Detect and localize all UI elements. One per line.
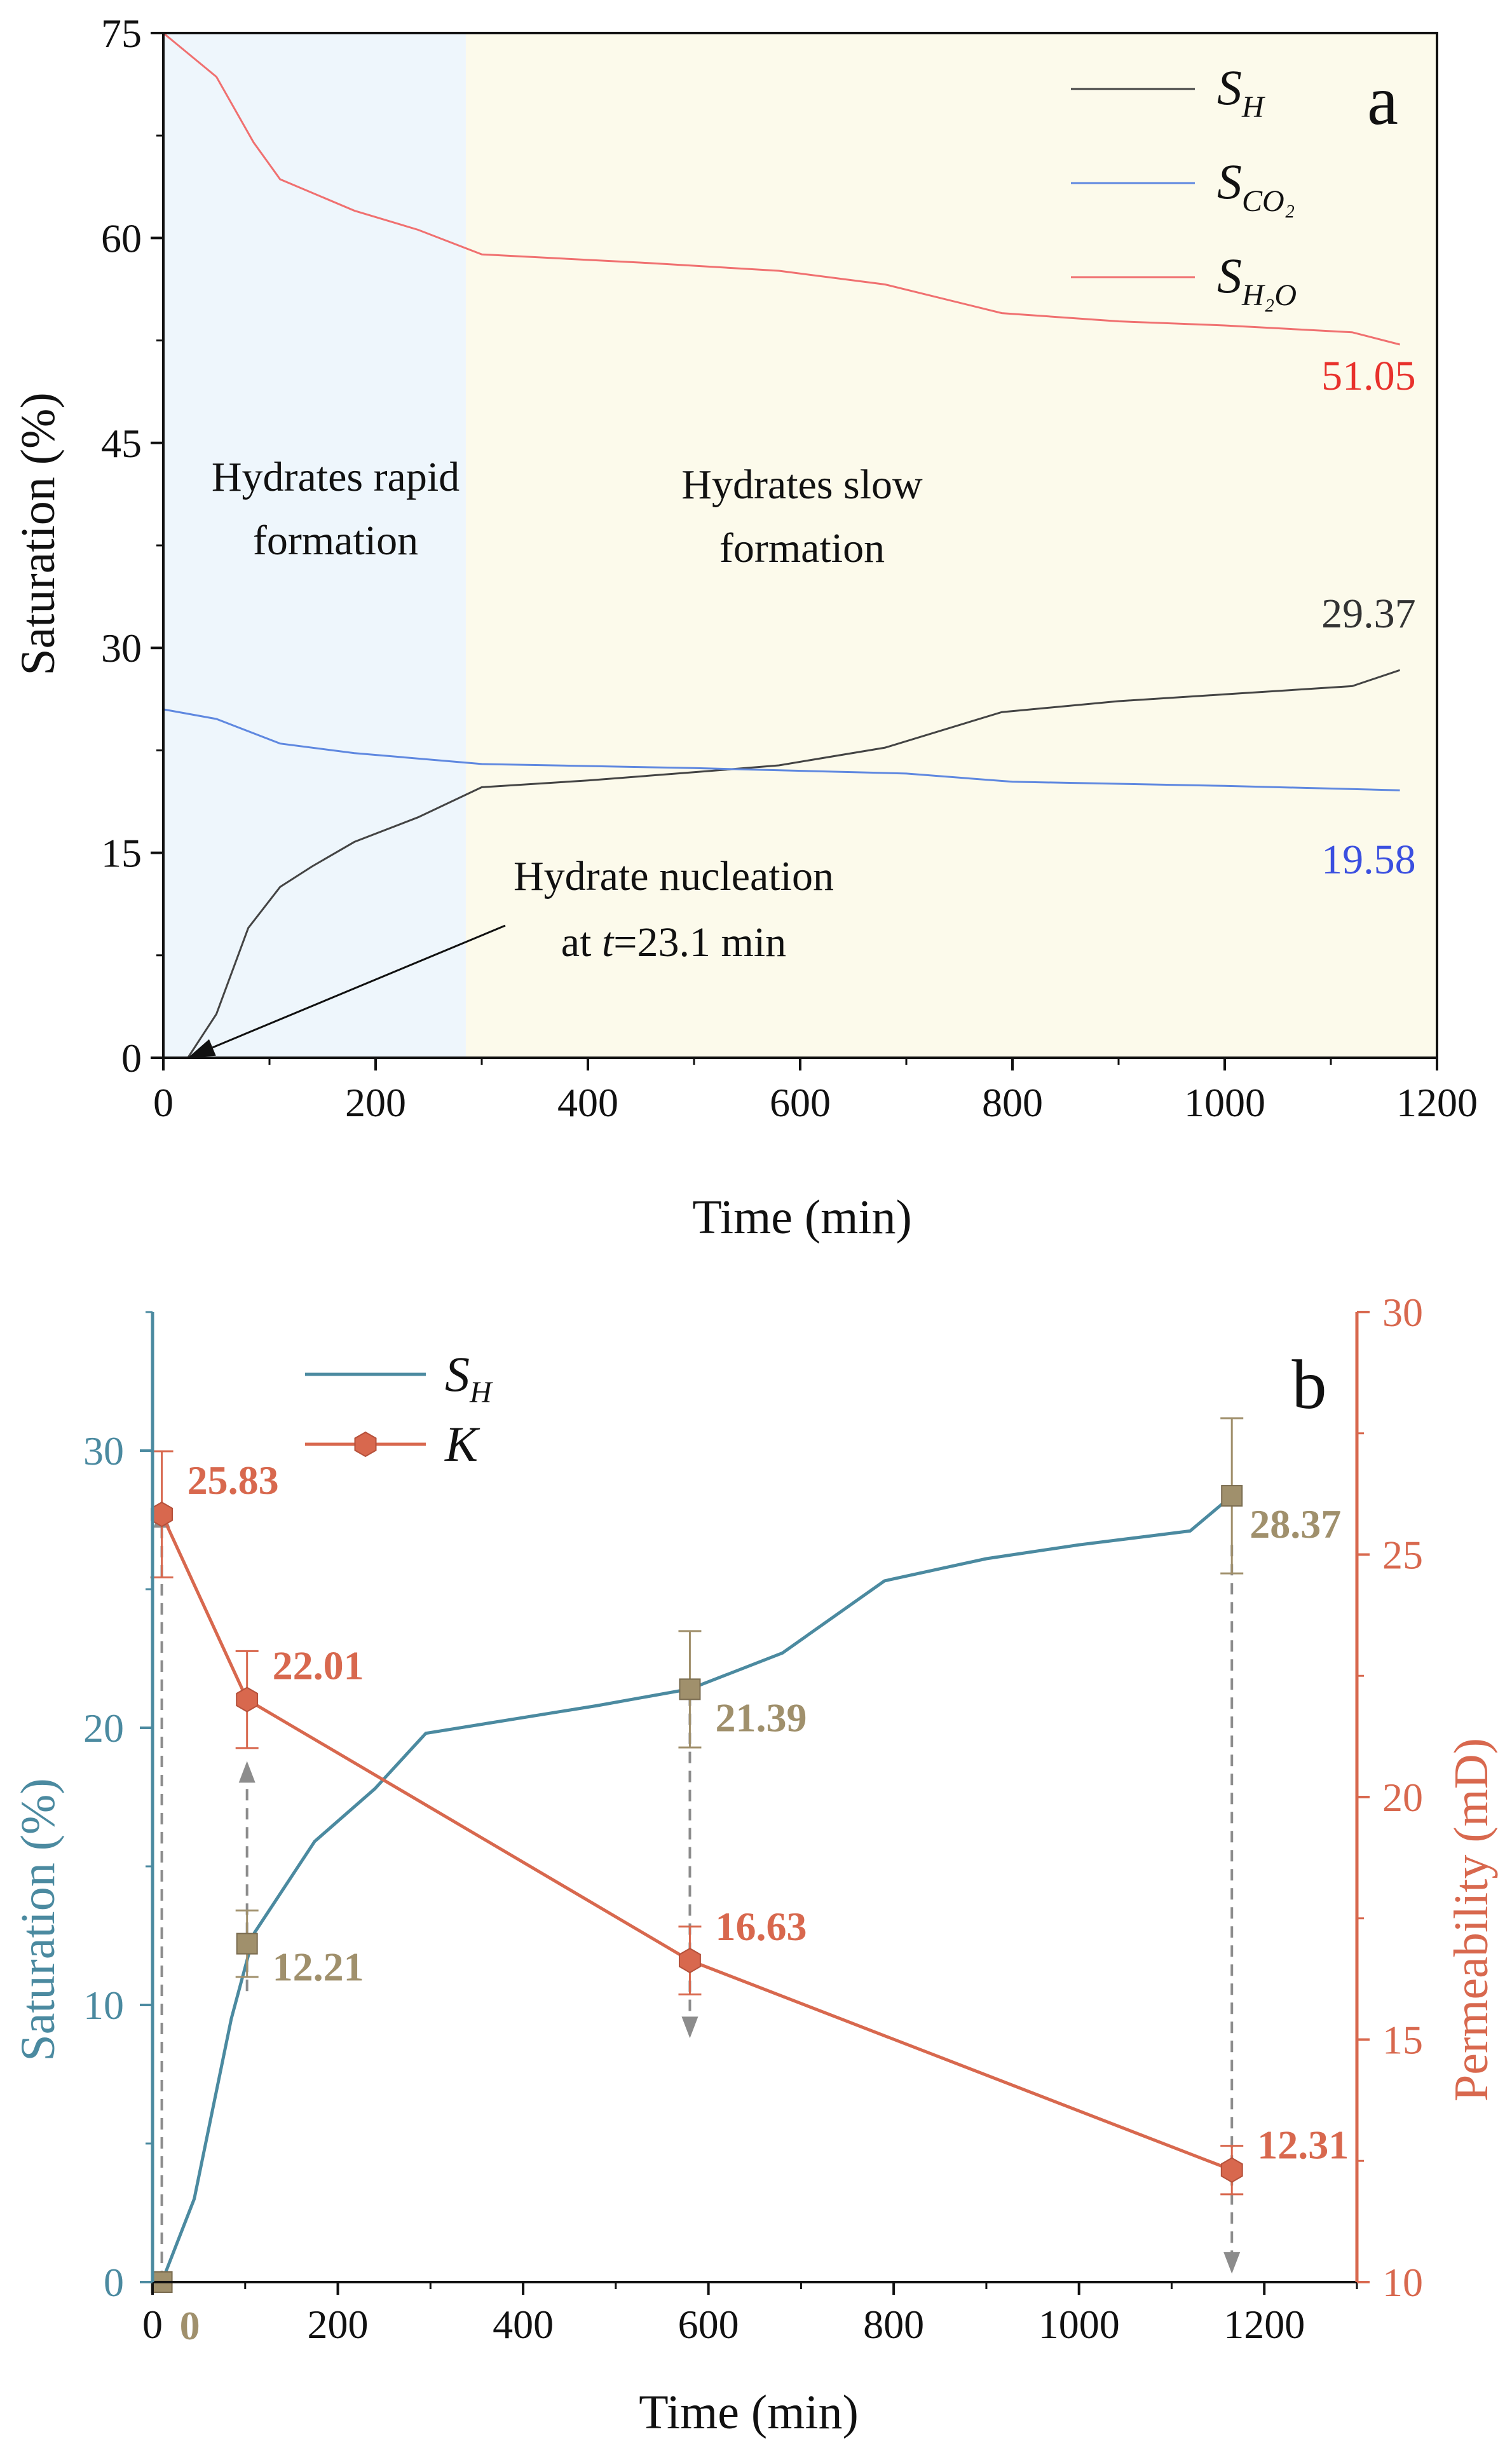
- panel-b: 0 12.21 21.39 28.37 25.83 22.01 16.63 12.31 SH K…: [11, 1290, 1498, 2439]
- sh-value-label-0: 0: [180, 2303, 200, 2348]
- x-tick-label: 200: [308, 2302, 369, 2347]
- legend-marker-1: [354, 1431, 377, 1458]
- series-s-h: [160, 1494, 1233, 2283]
- k-value-label-1: 22.01: [273, 1643, 364, 1688]
- y-tick-label: 75: [101, 11, 142, 56]
- legend-text-1: K: [444, 1416, 480, 1472]
- panel-a: Hydrate nucleation at t=23.1 min Hydrate…: [11, 11, 1478, 1244]
- slow-formation-label-2: formation: [719, 525, 885, 571]
- x-tick-label: 400: [557, 1080, 618, 1125]
- sh-marker-1: [236, 1932, 258, 1955]
- x-tick-label: 200: [345, 1080, 406, 1125]
- markers: [151, 1485, 1243, 2293]
- y-tick-label: 0: [121, 1036, 142, 1081]
- dashed-arrow-head-2: [681, 2016, 698, 2039]
- region-1: [465, 33, 1438, 1058]
- x-tick-label: 1000: [1039, 2302, 1120, 2347]
- end-label-1: 29.37: [1321, 591, 1416, 637]
- k-marker-2: [679, 1947, 701, 1974]
- x-tick-label: 800: [982, 1080, 1043, 1125]
- series-s-h2o: [163, 32, 1400, 346]
- series-s-co2: [163, 708, 1400, 791]
- k-value-label-0: 25.83: [187, 1458, 279, 1503]
- x-tick-label: 1000: [1184, 1080, 1265, 1125]
- x-tick-label: 400: [493, 2302, 554, 2347]
- y-tick-label-right: 30: [1382, 1290, 1423, 1335]
- nucleation-label-line2: at t=23.1 min: [561, 919, 786, 966]
- legend-text-0: SH: [445, 1346, 493, 1409]
- sh-marker-3: [1221, 1485, 1243, 1507]
- y-tick-label: 15: [101, 831, 142, 876]
- series-k: [160, 1514, 1233, 2172]
- sh-value-label-1: 12.21: [273, 1945, 364, 1990]
- dashed-arrows: [153, 1506, 1241, 2282]
- panel-label-a: a: [1367, 62, 1398, 139]
- x-tick-label: 600: [770, 1080, 831, 1125]
- k-value-label-2: 16.63: [715, 1904, 807, 1949]
- y-tick-label-right: 15: [1382, 2018, 1423, 2063]
- x-tick-label: 800: [863, 2302, 924, 2347]
- y-tick-label: 45: [101, 421, 142, 466]
- point-labels: 0 12.21 21.39 28.37 25.83 22.01 16.63 12.31: [180, 1458, 1349, 2348]
- slow-formation-label-1: Hydrates slow: [681, 462, 923, 508]
- series-s-h: [187, 669, 1401, 1058]
- nucleation-arrow-line: [212, 924, 506, 1049]
- k-marker-1: [236, 1686, 259, 1713]
- x-tick-label: 0: [142, 2302, 163, 2347]
- y-tick-label-left: 0: [104, 2260, 124, 2305]
- nucleation-label-line1: Hydrate nucleation: [514, 853, 834, 899]
- y-tick-label-left: 20: [83, 1706, 124, 1751]
- region-0: [163, 33, 466, 1058]
- dashed-arrow-head-1: [238, 1761, 255, 1783]
- y-tick-label: 60: [101, 215, 142, 261]
- y-tick-label-left: 30: [83, 1428, 124, 1474]
- region-labels: Hydrates rapid formation Hydrates slow f…: [212, 454, 923, 571]
- x-tick-label: 600: [678, 2302, 739, 2347]
- y-tick-label-right: 20: [1382, 1775, 1423, 1820]
- sh-value-label-3: 28.37: [1250, 1501, 1341, 1547]
- legend-text-2: SH₂O: [1217, 248, 1297, 312]
- series-lines: [163, 32, 1401, 1058]
- y-axis-title: Saturation (%): [11, 392, 65, 675]
- panel-label-b: b: [1292, 1346, 1327, 1423]
- rapid-formation-label-1: Hydrates rapid: [212, 454, 460, 500]
- end-value-labels: 51.05 29.37 19.58: [1321, 353, 1416, 883]
- x-axis-title: Time (min): [639, 2386, 859, 2439]
- axes: 0 200 400 600 800 1000 1200 0 10 20 30 10 15 20 25 30: [83, 1290, 1423, 2347]
- x-tick-label: 1200: [1223, 2302, 1305, 2347]
- series-lines: [160, 1494, 1233, 2283]
- axes: 0 200 400 600 800 1000 1200 0 15 30 45 60 75: [101, 11, 1478, 1125]
- y-axis-title-left: Saturation (%): [11, 1778, 65, 2061]
- end-label-2: 19.58: [1321, 837, 1416, 883]
- k-marker-0: [151, 1501, 173, 1528]
- legend: SH SCO₂ SH₂O: [1071, 60, 1297, 312]
- sh-value-label-2: 21.39: [715, 1695, 807, 1740]
- dashed-arrow-head-3: [1223, 2252, 1241, 2274]
- error-bars: [150, 1417, 1244, 2196]
- k-value-label-3: 12.31: [1257, 2123, 1349, 2168]
- x-tick-label: 1200: [1396, 1080, 1478, 1125]
- nucleation-arrow-head: [187, 1039, 216, 1058]
- sh-marker-2: [679, 1678, 701, 1700]
- x-axis-title: Time (min): [692, 1191, 912, 1244]
- legend-text-1: SCO₂: [1217, 154, 1295, 218]
- rapid-formation-label-2: formation: [253, 517, 418, 564]
- legend-text-0: SH: [1217, 60, 1265, 124]
- nucleation-annotation: Hydrate nucleation at t=23.1 min: [187, 853, 834, 1058]
- phase-regions: [163, 33, 1438, 1058]
- x-tick-label: 0: [153, 1080, 174, 1125]
- y-tick-label-left: 10: [83, 1983, 124, 2028]
- end-label-0: 51.05: [1321, 353, 1416, 399]
- y-tick-label-right: 10: [1382, 2260, 1423, 2305]
- y-tick-label: 30: [101, 626, 142, 671]
- y-axis-title-right: Permeability (mD): [1445, 1738, 1498, 2102]
- k-marker-3: [1220, 2157, 1243, 2183]
- y-tick-label-right: 25: [1382, 1533, 1423, 1578]
- legend: SH K: [305, 1346, 493, 1472]
